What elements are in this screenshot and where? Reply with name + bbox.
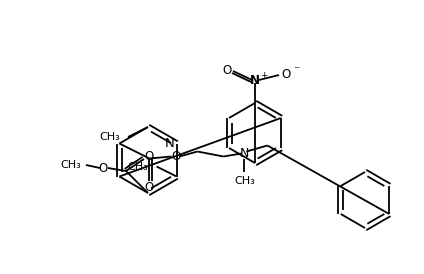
Text: CH₃: CH₃ [234,176,255,187]
Text: O: O [172,150,181,163]
Text: O: O [145,150,153,164]
Text: O: O [145,181,154,194]
Text: +: + [260,72,268,81]
Text: CH₃: CH₃ [60,160,81,170]
Text: N: N [240,147,249,160]
Text: O: O [98,161,108,175]
Text: ⁻: ⁻ [293,64,299,78]
Text: N: N [165,137,174,150]
Text: O: O [282,68,290,81]
Text: O: O [222,64,232,78]
Text: N: N [250,73,260,87]
Text: CH₃: CH₃ [99,132,120,142]
Text: CH₃: CH₃ [128,161,148,172]
